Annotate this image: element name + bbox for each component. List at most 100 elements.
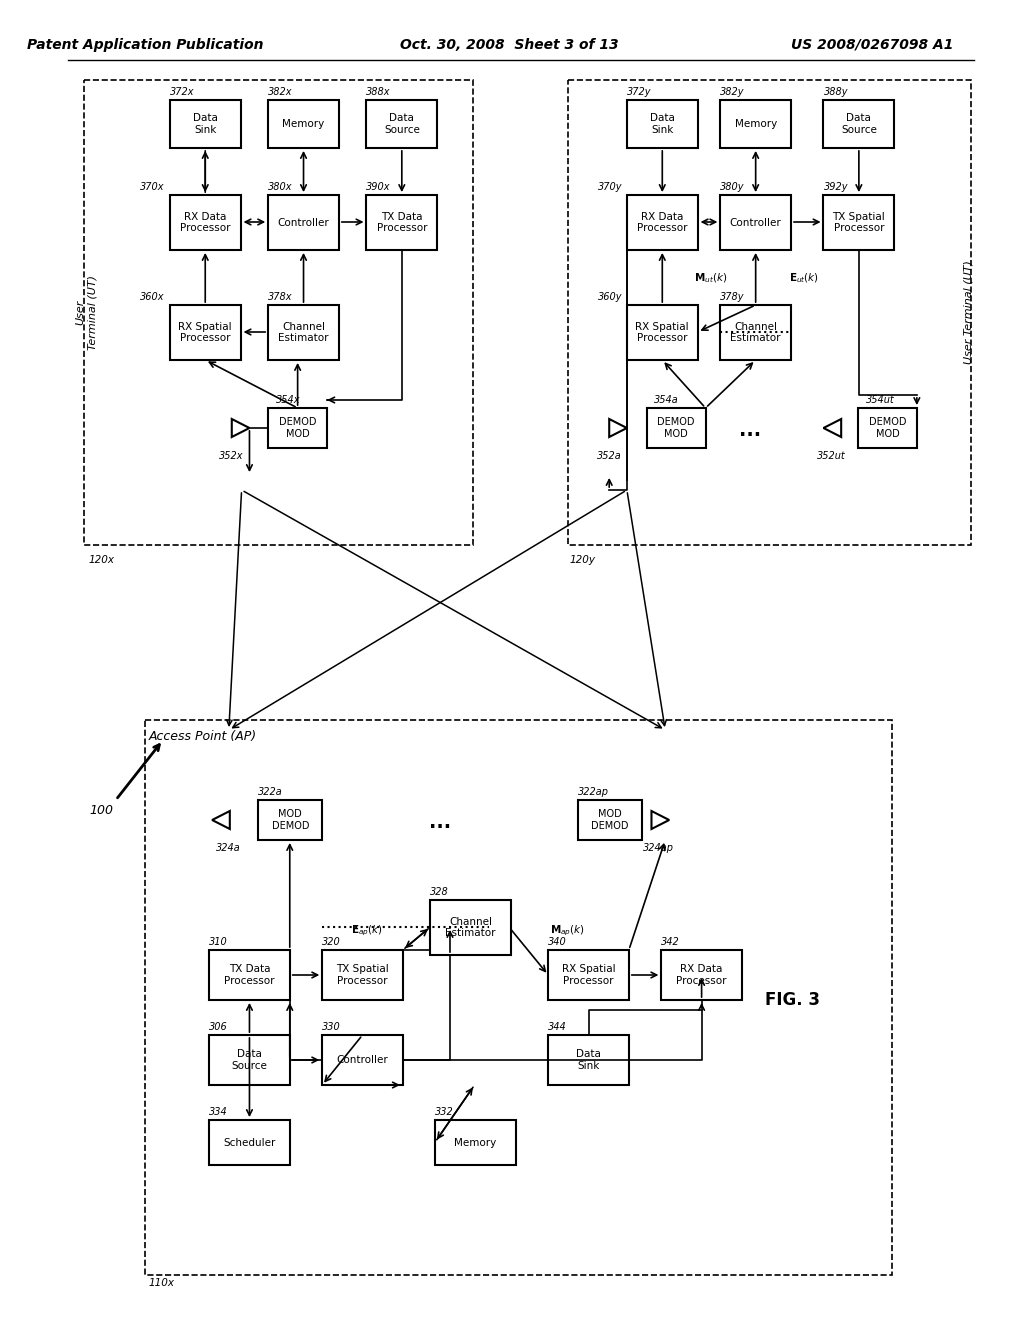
Text: MOD
DEMOD: MOD DEMOD bbox=[591, 809, 629, 830]
FancyBboxPatch shape bbox=[268, 100, 339, 148]
Text: Channel
Estimator: Channel Estimator bbox=[445, 916, 496, 939]
Text: Patent Application Publication: Patent Application Publication bbox=[27, 38, 263, 51]
Text: Data
Source: Data Source bbox=[384, 114, 420, 135]
Text: FIG. 3: FIG. 3 bbox=[765, 991, 819, 1008]
FancyBboxPatch shape bbox=[170, 195, 241, 249]
Text: US 2008/0267098 A1: US 2008/0267098 A1 bbox=[792, 38, 953, 51]
FancyBboxPatch shape bbox=[430, 900, 511, 954]
FancyBboxPatch shape bbox=[548, 1035, 629, 1085]
FancyBboxPatch shape bbox=[170, 305, 241, 360]
Text: 322a: 322a bbox=[258, 787, 283, 797]
Text: Memory: Memory bbox=[283, 119, 325, 129]
Text: 320: 320 bbox=[323, 937, 341, 946]
Text: 354ut: 354ut bbox=[865, 395, 895, 405]
Text: RX Spatial
Processor: RX Spatial Processor bbox=[178, 322, 232, 343]
Text: 120x: 120x bbox=[88, 554, 115, 565]
Text: Access Point (AP): Access Point (AP) bbox=[148, 730, 256, 743]
Text: TX Spatial
Processor: TX Spatial Processor bbox=[833, 211, 885, 234]
FancyBboxPatch shape bbox=[268, 305, 339, 360]
Text: 322ap: 322ap bbox=[578, 787, 608, 797]
FancyBboxPatch shape bbox=[627, 195, 697, 249]
Text: 332: 332 bbox=[435, 1107, 454, 1117]
Text: RX Data
Processor: RX Data Processor bbox=[180, 211, 230, 234]
FancyBboxPatch shape bbox=[268, 195, 339, 249]
Text: Data
Sink: Data Sink bbox=[193, 114, 218, 135]
Text: User
Terminal (UT): User Terminal (UT) bbox=[76, 275, 97, 350]
Text: 390x: 390x bbox=[367, 182, 391, 191]
Text: RX Data
Processor: RX Data Processor bbox=[677, 964, 727, 986]
FancyBboxPatch shape bbox=[720, 305, 792, 360]
Text: Scheduler: Scheduler bbox=[223, 1138, 275, 1147]
Text: 380y: 380y bbox=[720, 182, 744, 191]
Text: Data
Source: Data Source bbox=[231, 1049, 267, 1071]
Text: DEMOD
MOD: DEMOD MOD bbox=[279, 417, 316, 438]
Text: ...: ... bbox=[738, 421, 761, 440]
Text: $\mathbf{M}_{ap}(k)$: $\mathbf{M}_{ap}(k)$ bbox=[551, 924, 586, 939]
Text: 378y: 378y bbox=[720, 292, 744, 302]
Text: DEMOD
MOD: DEMOD MOD bbox=[868, 417, 906, 438]
Text: Channel
Estimator: Channel Estimator bbox=[279, 322, 329, 343]
Text: RX Spatial
Processor: RX Spatial Processor bbox=[636, 322, 689, 343]
Text: Memory: Memory bbox=[734, 119, 777, 129]
Text: RX Data
Processor: RX Data Processor bbox=[637, 211, 687, 234]
Text: DEMOD
MOD: DEMOD MOD bbox=[657, 417, 695, 438]
Text: 324ap: 324ap bbox=[643, 843, 674, 853]
Text: MOD
DEMOD: MOD DEMOD bbox=[271, 809, 309, 830]
Text: 360x: 360x bbox=[140, 292, 165, 302]
Text: $\mathbf{E}_{ut}(k)$: $\mathbf{E}_{ut}(k)$ bbox=[788, 271, 819, 285]
Text: Data
Sink: Data Sink bbox=[650, 114, 675, 135]
Text: 372y: 372y bbox=[627, 87, 651, 96]
FancyBboxPatch shape bbox=[209, 1119, 290, 1166]
FancyBboxPatch shape bbox=[435, 1119, 516, 1166]
Polygon shape bbox=[231, 418, 250, 437]
Text: 360y: 360y bbox=[597, 292, 622, 302]
Text: 378x: 378x bbox=[268, 292, 293, 302]
Text: TX Data
Processor: TX Data Processor bbox=[224, 964, 274, 986]
Text: $\mathbf{E}_{ap}(k)$: $\mathbf{E}_{ap}(k)$ bbox=[350, 924, 382, 939]
Polygon shape bbox=[651, 810, 669, 829]
Text: RX Spatial
Processor: RX Spatial Processor bbox=[562, 964, 615, 986]
Text: Data
Sink: Data Sink bbox=[577, 1049, 601, 1071]
Text: 382x: 382x bbox=[268, 87, 293, 96]
Polygon shape bbox=[823, 418, 841, 437]
Text: Memory: Memory bbox=[455, 1138, 497, 1147]
Text: 382y: 382y bbox=[720, 87, 744, 96]
Text: 370x: 370x bbox=[140, 182, 165, 191]
Text: 388x: 388x bbox=[367, 87, 391, 96]
FancyBboxPatch shape bbox=[170, 100, 241, 148]
Text: 352x: 352x bbox=[218, 451, 243, 461]
FancyBboxPatch shape bbox=[578, 800, 642, 840]
FancyBboxPatch shape bbox=[720, 195, 792, 249]
Text: 392y: 392y bbox=[823, 182, 848, 191]
FancyBboxPatch shape bbox=[627, 100, 697, 148]
FancyBboxPatch shape bbox=[367, 195, 437, 249]
Text: 352ut: 352ut bbox=[817, 451, 846, 461]
FancyBboxPatch shape bbox=[209, 950, 290, 1001]
Text: 388y: 388y bbox=[823, 87, 848, 96]
FancyBboxPatch shape bbox=[209, 1035, 290, 1085]
Text: TX Data
Processor: TX Data Processor bbox=[377, 211, 427, 234]
Text: Controller: Controller bbox=[278, 218, 330, 227]
Text: 342: 342 bbox=[662, 937, 680, 946]
FancyBboxPatch shape bbox=[367, 100, 437, 148]
Text: 352a: 352a bbox=[597, 451, 622, 461]
Text: Controller: Controller bbox=[337, 1055, 388, 1065]
FancyBboxPatch shape bbox=[823, 100, 894, 148]
Text: 110x: 110x bbox=[148, 1278, 174, 1288]
FancyBboxPatch shape bbox=[858, 408, 916, 447]
FancyBboxPatch shape bbox=[323, 950, 402, 1001]
Text: 334: 334 bbox=[209, 1107, 228, 1117]
Text: 324a: 324a bbox=[216, 843, 242, 853]
Text: Data
Source: Data Source bbox=[841, 114, 877, 135]
Text: 380x: 380x bbox=[268, 182, 293, 191]
Text: 120y: 120y bbox=[570, 554, 596, 565]
Text: 354x: 354x bbox=[276, 395, 300, 405]
Text: 370y: 370y bbox=[597, 182, 622, 191]
Text: Controller: Controller bbox=[730, 218, 781, 227]
Text: ...: ... bbox=[429, 813, 452, 832]
Text: 310: 310 bbox=[209, 937, 228, 946]
Text: 372x: 372x bbox=[170, 87, 195, 96]
Text: Oct. 30, 2008  Sheet 3 of 13: Oct. 30, 2008 Sheet 3 of 13 bbox=[399, 38, 618, 51]
Polygon shape bbox=[212, 810, 229, 829]
FancyBboxPatch shape bbox=[258, 800, 323, 840]
